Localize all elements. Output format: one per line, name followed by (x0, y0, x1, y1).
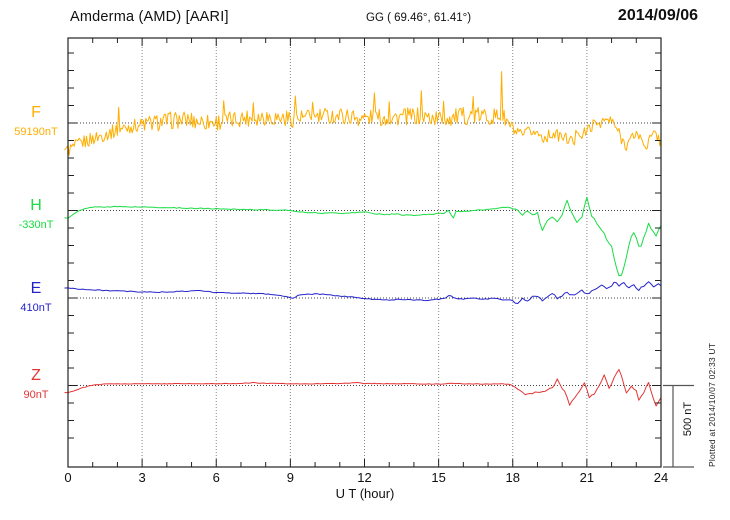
scale-bar-label: 500 nT (682, 401, 694, 437)
trace-Z (64, 369, 662, 407)
x-axis-title: U T (hour) (335, 486, 395, 501)
geographic-coordinates: GG ( 69.46°, 61.41°) (366, 12, 472, 24)
legend-component-H: H -330nT (10, 198, 62, 231)
component-letter-Z: Z (31, 367, 41, 384)
x-tick-label: 15 (431, 470, 446, 485)
x-tick-label: 0 (64, 470, 72, 485)
x-tick-label: 21 (579, 470, 595, 485)
component-baseline-Z: 90nT (23, 389, 49, 401)
x-tick-label: 9 (286, 470, 294, 485)
trace-F (64, 71, 662, 156)
x-tick-label: 24 (653, 470, 669, 485)
x-tick-label: 18 (505, 470, 520, 485)
component-letter-F: F (31, 104, 41, 121)
component-baseline-E: 410nT (20, 302, 52, 314)
x-tick-label: 12 (357, 470, 372, 485)
legend-component-E: E 410nT (10, 281, 62, 314)
plot-date: 2014/09/06 (617, 7, 698, 24)
component-letter-H: H (30, 197, 42, 214)
component-baseline-F: 59190nT (14, 126, 58, 138)
station-title: Amderma (AMD) [AARI] (70, 9, 229, 25)
trace-E (64, 281, 662, 304)
component-baseline-H: -330nT (18, 219, 54, 231)
component-letter-E: E (30, 280, 42, 297)
legend-component-F: F 59190nT (10, 105, 62, 138)
legend-component-Z: Z 90nT (10, 368, 62, 401)
x-tick-label: 6 (212, 470, 220, 485)
trace-H (64, 196, 662, 277)
plotted-timestamp-note: Plotted at 2014/10/07 02:33 UT (707, 342, 717, 467)
plot-frame (67, 37, 662, 468)
x-tick-label: 3 (138, 470, 146, 485)
